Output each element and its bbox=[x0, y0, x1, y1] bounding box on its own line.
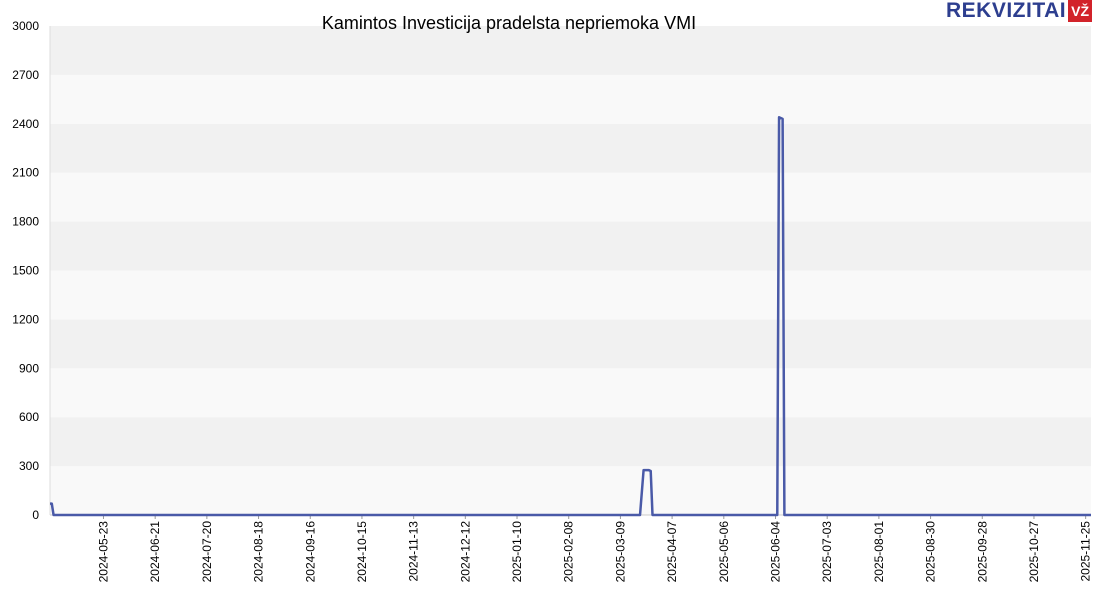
x-tick-label: 2024-06-21 bbox=[148, 521, 162, 583]
x-tick-label: 2025-07-03 bbox=[820, 521, 834, 583]
x-tick-label: 2024-09-16 bbox=[303, 521, 317, 583]
y-tick-label: 1800 bbox=[12, 215, 39, 229]
y-tick-label: 3000 bbox=[12, 19, 39, 33]
y-tick-label: 600 bbox=[19, 410, 39, 424]
grid-band bbox=[50, 319, 1091, 369]
grid-band bbox=[50, 172, 1091, 222]
x-tick-label: 2024-05-23 bbox=[96, 521, 110, 583]
x-axis: 2024-05-23 2024-06-21 2024-07-20 2024-08-18… bbox=[50, 514, 1093, 583]
logo-badge: VŽ bbox=[1068, 0, 1092, 22]
grid-band bbox=[50, 123, 1091, 173]
x-tick-label: 2025-05-06 bbox=[717, 521, 731, 583]
grid-bands bbox=[50, 26, 1091, 515]
x-tick-label: 2025-01-10 bbox=[510, 521, 524, 583]
x-tick-label: 2024-08-18 bbox=[252, 521, 266, 583]
y-tick-label: 300 bbox=[19, 459, 39, 473]
x-tick-label: 2025-08-01 bbox=[872, 521, 886, 583]
y-tick-label: 1200 bbox=[12, 312, 39, 326]
x-tick-label: 2025-11-25 bbox=[1079, 521, 1093, 582]
x-tick-label: 2025-08-30 bbox=[924, 521, 938, 583]
y-tick-label: 1500 bbox=[12, 264, 39, 278]
x-tick-label: 2025-04-07 bbox=[665, 521, 679, 583]
y-tick-label: 2100 bbox=[12, 166, 39, 180]
y-tick-label: 2700 bbox=[12, 68, 39, 82]
grid-band bbox=[50, 221, 1091, 271]
x-tick-label: 2025-10-27 bbox=[1027, 521, 1041, 583]
brand-logo[interactable]: REKVIZITAI VŽ bbox=[946, 0, 1092, 22]
grid-band bbox=[50, 368, 1091, 418]
series-line bbox=[50, 116, 1091, 517]
y-axis: 0 300 600 900 1200 1500 1800 2100 2400 2700 3000 bbox=[12, 19, 51, 522]
logo-text: REKVIZITAI bbox=[945, 0, 1067, 22]
x-tick-label: 2024-12-12 bbox=[458, 521, 472, 583]
grid-band bbox=[50, 26, 1091, 75]
grid-band bbox=[50, 74, 1091, 124]
y-tick-label: 900 bbox=[19, 361, 39, 375]
y-tick-label: 2400 bbox=[12, 117, 39, 131]
x-tick-label: 2025-02-08 bbox=[562, 521, 576, 583]
x-tick-label: 2025-06-04 bbox=[768, 521, 782, 583]
grid-band bbox=[50, 417, 1091, 467]
x-tick-label: 2024-11-13 bbox=[407, 521, 421, 582]
x-tick-label: 2025-03-09 bbox=[613, 521, 627, 583]
x-tick-label: 2024-10-15 bbox=[355, 521, 369, 583]
chart-title: Kamintos Investicija pradelsta nepriemok… bbox=[322, 13, 696, 33]
series-group bbox=[50, 116, 1091, 517]
grid-band bbox=[50, 270, 1091, 320]
y-tick-label: 0 bbox=[32, 508, 39, 522]
x-tick-label: 2024-07-20 bbox=[200, 521, 214, 583]
x-tick-label: 2025-09-28 bbox=[975, 521, 989, 583]
grid-band bbox=[50, 466, 1091, 515]
